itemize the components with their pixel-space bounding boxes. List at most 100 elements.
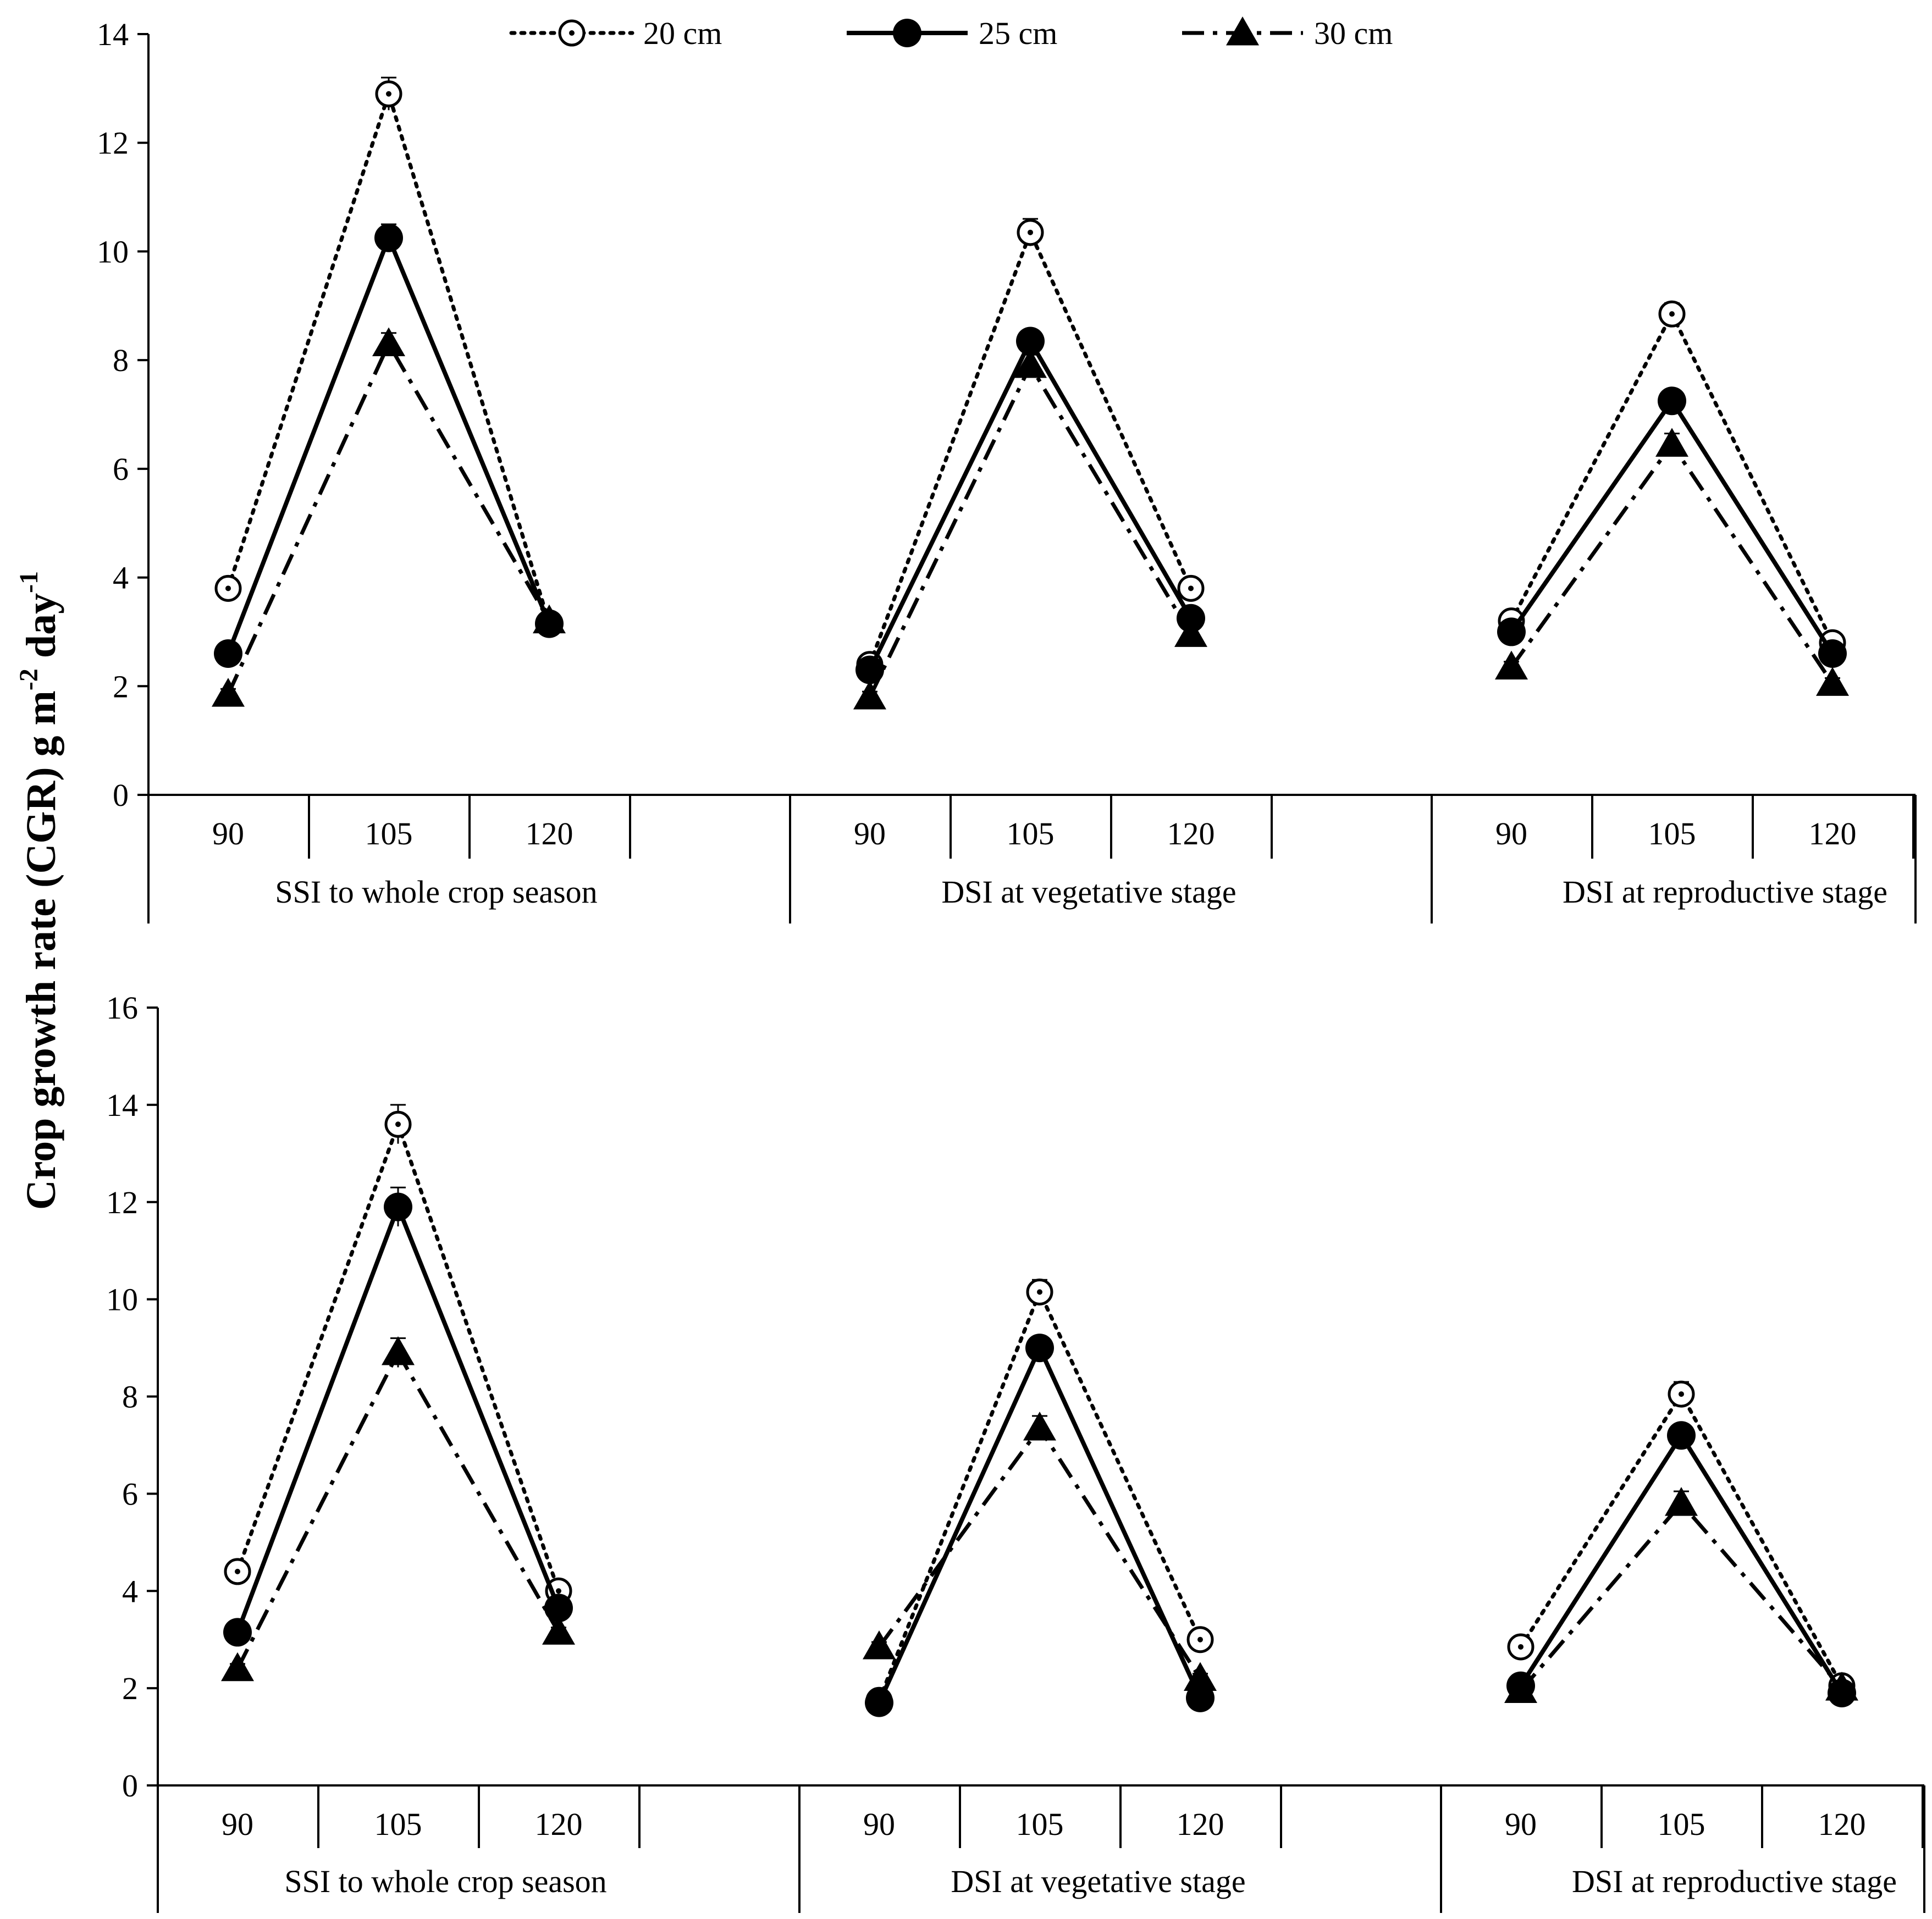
data-point-dot	[1037, 1289, 1042, 1295]
series-25-cm	[214, 223, 1847, 684]
series-line	[1509, 309, 1835, 645]
x-category-label: 90	[1495, 816, 1527, 851]
y-axis-title-mid: day	[18, 593, 64, 668]
legend-marker	[1226, 16, 1259, 46]
series-line	[235, 1201, 561, 1633]
x-category-label: 105	[1007, 816, 1055, 851]
x-category-label: 120	[535, 1806, 583, 1842]
legend-item-25-cm: 25 cm	[847, 15, 1057, 51]
data-point	[865, 1688, 893, 1717]
legend-item-30-cm: 30 cm	[1182, 15, 1393, 51]
data-point	[1495, 650, 1528, 680]
y-tick-label: 0	[122, 1768, 138, 1804]
x-category-label: 90	[212, 816, 244, 851]
series-20-cm	[224, 1104, 1856, 1714]
data-point	[1497, 617, 1526, 646]
y-axis-title-main: Crop growth rate (CGR) g m	[18, 690, 64, 1210]
y-tick-label: 6	[113, 451, 129, 487]
x-group-label: DSI at vegetative stage	[951, 1863, 1245, 1899]
data-point	[1504, 1674, 1537, 1704]
legend-marker	[893, 19, 921, 47]
x-category-label: 105	[1658, 1806, 1705, 1842]
series-line	[877, 1342, 1202, 1704]
data-point	[1818, 639, 1847, 668]
x-category-label: 105	[1016, 1806, 1064, 1842]
data-point-dot	[1518, 1644, 1523, 1650]
series-line	[868, 227, 1193, 667]
series-30-cm	[221, 1336, 1858, 1704]
data-point	[382, 1336, 415, 1365]
data-point	[372, 327, 405, 356]
y-tick-label: 8	[122, 1379, 138, 1415]
y-axis-title: Crop growth rate (CGR) g m-2 day-1	[14, 571, 64, 1210]
x-group-label: DSI at reproductive stage	[1563, 874, 1887, 910]
legend: 20 cm 25 cm 30 cm	[509, 15, 1393, 51]
legend-label: 25 cm	[979, 15, 1057, 51]
series-line	[1519, 1431, 1844, 1695]
legend-item-20-cm: 20 cm	[509, 15, 722, 51]
bottom-panel: 0 2 4 6 8 10 12 14 16 90 105 120 SSI to whole crop s…	[106, 990, 1925, 1913]
data-point	[533, 604, 566, 634]
y-tick-label: 14	[106, 1087, 138, 1123]
y-tick-label: 2	[113, 668, 129, 704]
legend-marker-dot	[569, 30, 575, 36]
x-group-label: DSI at reproductive stage	[1572, 1863, 1897, 1899]
data-point-dot	[1188, 585, 1194, 591]
x-category-label: 90	[854, 816, 886, 851]
data-point	[1825, 1672, 1858, 1701]
data-point-dot	[556, 1588, 561, 1594]
x-category-label: 90	[222, 1806, 253, 1842]
data-point	[1014, 349, 1047, 378]
data-point	[863, 1630, 896, 1660]
x-group-label: SSI to whole crop season	[284, 1863, 606, 1899]
data-point	[223, 1618, 252, 1647]
series-line	[877, 1424, 1202, 1680]
data-point-dot	[386, 91, 391, 97]
data-point-dot	[1669, 311, 1675, 317]
data-point	[1655, 428, 1688, 457]
data-point	[1016, 327, 1045, 356]
x-group-label: SSI to whole crop season	[275, 874, 597, 910]
x-category-label: 105	[365, 816, 413, 851]
y-tick-label: 6	[122, 1476, 138, 1512]
data-point-dot	[1197, 1636, 1203, 1643]
data-point	[374, 223, 403, 252]
y-axis-title-sup1: -2	[14, 668, 43, 690]
y-tick-label: 4	[113, 560, 129, 596]
x-category-label: 90	[1505, 1806, 1537, 1842]
x-category-label: 120	[1809, 816, 1857, 851]
y-tick-label: 12	[97, 125, 129, 161]
data-point	[1658, 386, 1686, 416]
x-category-label: 105	[374, 1806, 422, 1842]
data-point	[221, 1652, 254, 1682]
x-category-label: 120	[1177, 1806, 1224, 1842]
data-point	[384, 1192, 412, 1221]
y-tick-label: 10	[106, 1282, 138, 1318]
y-tick-label: 10	[97, 234, 129, 269]
series-30-cm	[212, 327, 1849, 710]
data-point-dot	[225, 585, 231, 591]
y-tick-label: 2	[122, 1671, 138, 1706]
x-category-label: 90	[863, 1806, 895, 1842]
data-point	[1667, 1421, 1696, 1450]
y-tick-label: 8	[113, 342, 129, 378]
legend-label: 30 cm	[1314, 15, 1393, 51]
y-axis-title-sup2: -1	[14, 571, 43, 593]
data-point	[1025, 1334, 1054, 1363]
x-category-label: 105	[1648, 816, 1696, 851]
series-line	[868, 336, 1193, 671]
y-tick-label: 0	[113, 777, 129, 813]
y-tick-label: 12	[106, 1185, 138, 1220]
x-category-label: 120	[526, 816, 573, 851]
y-tick-label: 4	[122, 1573, 138, 1609]
data-point-dot	[1679, 1391, 1684, 1397]
x-category-label: 120	[1167, 816, 1215, 851]
data-point-dot	[395, 1121, 401, 1127]
data-point	[855, 655, 884, 684]
data-point	[214, 639, 242, 668]
series-line	[1519, 1500, 1843, 1692]
data-point-dot	[1028, 229, 1033, 235]
legend-label: 20 cm	[643, 15, 722, 51]
x-category-label: 120	[1818, 1806, 1866, 1842]
y-tick-label: 14	[97, 16, 129, 52]
